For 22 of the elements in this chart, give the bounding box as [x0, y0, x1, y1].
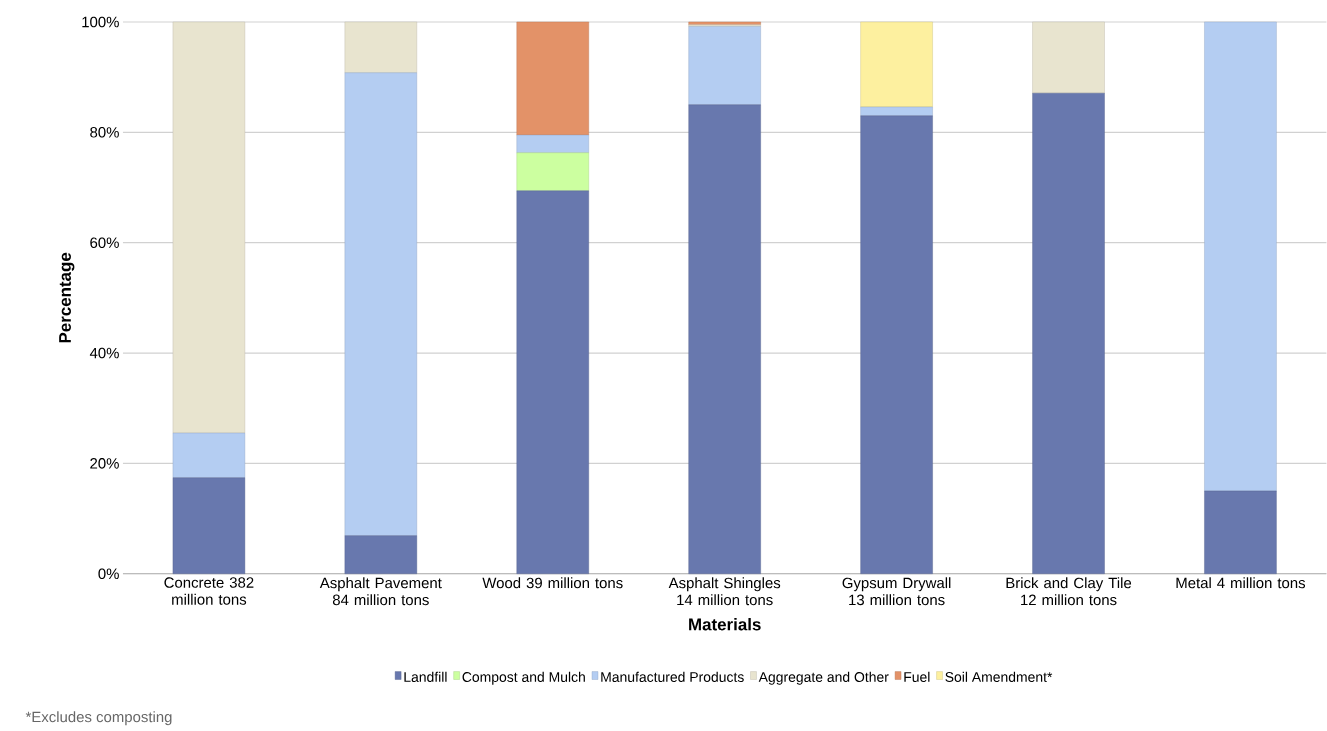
- legend-label: Compost and Mulch: [462, 671, 585, 685]
- legend-label: Fuel: [904, 671, 930, 683]
- legend-label: Soil Amendment*: [945, 671, 1053, 683]
- x-tick-label: Asphalt Pavement 84 million tons: [319, 577, 442, 606]
- x-tick-label: Asphalt Shingles 14 million tons: [668, 577, 781, 606]
- legend-label: Manufactured Products: [601, 671, 744, 683]
- y-axis-title: Percentage: [59, 252, 75, 343]
- legend-label: Aggregate and Other: [758, 671, 889, 685]
- y-tick-label: 60%: [90, 237, 119, 249]
- y-tick-label: 100%: [82, 16, 119, 28]
- x-tick-label: Wood 39 million tons: [482, 577, 623, 589]
- legend-label: Landfill: [404, 671, 447, 683]
- x-tick-label: Metal 4 million tons: [1176, 577, 1306, 589]
- x-axis-title: Materials: [689, 618, 761, 631]
- y-tick-label: 80%: [90, 127, 119, 138]
- x-tick-label: Brick and Clay Tile 12 million tons: [1006, 577, 1132, 606]
- x-tick-label: Gypsum Drywall 13 million tons: [842, 577, 951, 606]
- y-tick-label: 20%: [90, 458, 119, 469]
- y-tick-label: 40%: [89, 347, 119, 359]
- x-tick-label: Concrete 382 million tons: [164, 577, 254, 605]
- text: *Excludes composting: [25, 711, 172, 726]
- y-tick-label: 0%: [98, 568, 119, 580]
